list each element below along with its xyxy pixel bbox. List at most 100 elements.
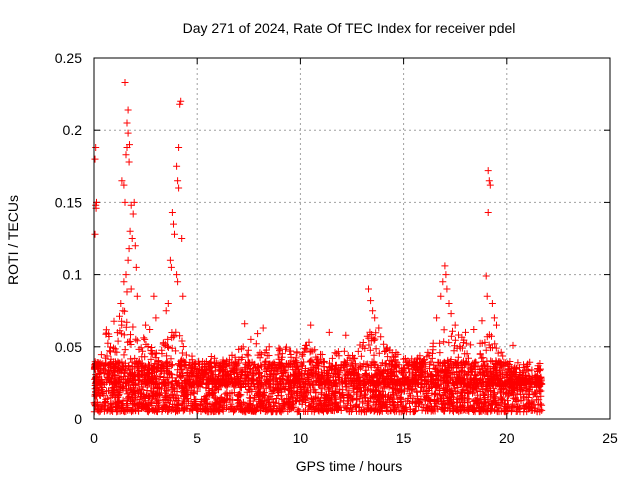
data-point [365, 334, 373, 342]
data-point [460, 336, 468, 344]
data-point [129, 405, 137, 413]
data-point [381, 402, 389, 410]
data-point [343, 393, 351, 401]
data-point [164, 335, 172, 343]
data-point [440, 377, 448, 385]
data-point [384, 353, 392, 361]
data-point [328, 354, 336, 362]
data-point [403, 362, 411, 370]
data-point [163, 352, 171, 360]
data-point [225, 356, 233, 364]
data-point [97, 351, 105, 359]
data-point [120, 351, 128, 359]
data-point [256, 373, 263, 381]
data-point [533, 393, 541, 401]
data-point [444, 372, 452, 380]
data-point [223, 370, 231, 378]
data-point [170, 220, 177, 228]
data-point [532, 380, 540, 388]
data-point [416, 364, 424, 372]
data-point [393, 385, 401, 393]
data-point [131, 386, 139, 394]
data-point [307, 347, 315, 355]
data-point [128, 235, 136, 242]
data-point [244, 359, 252, 367]
data-point [280, 367, 288, 375]
data-point [467, 341, 475, 349]
data-point [481, 366, 489, 374]
data-point [94, 406, 102, 414]
data-point [353, 400, 361, 408]
data-point [427, 358, 435, 366]
data-point [382, 347, 390, 355]
data-point [342, 331, 350, 339]
data-point [248, 358, 256, 366]
data-point [144, 408, 152, 416]
data-point [479, 358, 487, 366]
data-point [520, 408, 528, 416]
data-point [108, 375, 116, 383]
x-tick-label: 20 [499, 430, 515, 446]
data-point [108, 389, 116, 397]
data-point [108, 403, 116, 411]
data-point [459, 359, 467, 366]
data-point [96, 392, 104, 399]
data-point [102, 395, 110, 403]
data-point [375, 324, 383, 332]
data-point [391, 352, 399, 360]
data-point [485, 177, 493, 185]
data-point [376, 408, 383, 416]
data-point [458, 407, 466, 415]
data-point [167, 355, 175, 363]
data-point [257, 361, 265, 369]
data-point [261, 373, 269, 381]
data-point [205, 373, 213, 381]
data-point [320, 358, 328, 366]
data-point [127, 201, 135, 209]
data-point [124, 256, 132, 264]
data-point [261, 349, 269, 357]
data-point [120, 278, 128, 286]
data-point [135, 362, 143, 370]
data-point [114, 388, 122, 396]
data-point [111, 348, 119, 356]
data-point [298, 372, 305, 380]
data-point [172, 328, 180, 336]
data-point [282, 345, 289, 353]
data-point [421, 397, 429, 405]
data-point [465, 407, 473, 415]
data-point [174, 401, 182, 409]
data-point [191, 398, 198, 405]
data-point [359, 343, 367, 351]
data-point [129, 210, 137, 218]
data-point [370, 358, 378, 366]
data-point [371, 335, 379, 343]
data-point [101, 354, 109, 362]
x-tick-label: 5 [193, 430, 201, 446]
y-axis-label: ROTI / TECUs [5, 195, 21, 285]
data-point [178, 372, 186, 379]
data-point [390, 399, 398, 407]
data-point [333, 371, 341, 378]
data-point [478, 317, 486, 325]
data-point [449, 327, 456, 335]
data-point [487, 344, 494, 352]
data-point [265, 394, 273, 402]
data-point [379, 392, 386, 400]
data-point [488, 300, 496, 307]
data-point [202, 358, 210, 365]
data-point [282, 368, 290, 376]
data-point [141, 395, 149, 402]
data-point [233, 361, 241, 369]
data-point [241, 375, 249, 383]
data-point [513, 386, 521, 394]
data-point [124, 338, 132, 346]
data-point [130, 198, 138, 206]
data-point [254, 376, 262, 384]
data-point [205, 380, 213, 388]
data-point [316, 397, 324, 405]
data-point [329, 376, 337, 384]
data-point [462, 328, 469, 336]
data-point [382, 360, 390, 367]
data-point [360, 406, 368, 414]
